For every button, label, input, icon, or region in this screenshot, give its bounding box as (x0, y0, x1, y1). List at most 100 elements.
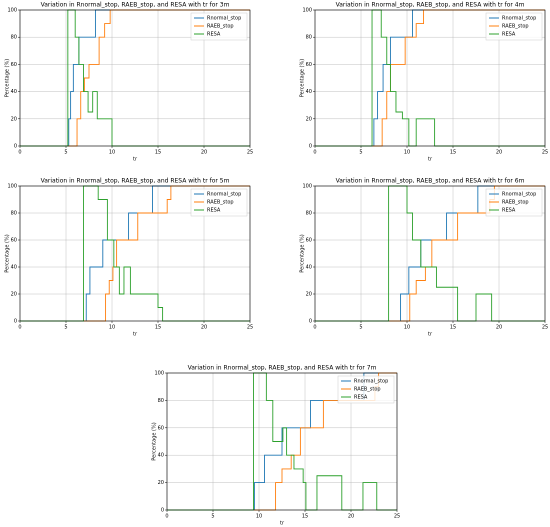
y-tick-label: 60 (11, 62, 17, 68)
x-tick-label: 5 (359, 150, 362, 156)
x-axis-label: tr (428, 332, 433, 338)
y-tick-label: 60 (306, 62, 312, 68)
y-tick-label: 60 (306, 238, 312, 244)
y-tick-label: 20 (306, 116, 312, 122)
x-tick-label: 10 (256, 514, 262, 520)
x-tick-label: 25 (394, 514, 400, 520)
legend-label: RESA (502, 208, 516, 214)
x-tick-label: 10 (404, 150, 410, 156)
y-tick-label: 40 (306, 89, 312, 95)
x-tick-label: 25 (247, 150, 253, 156)
subplot: Variation in Rnormal_stop, RAEB_stop, an… (5, 178, 254, 338)
y-tick-label: 60 (11, 238, 17, 244)
subplot: Variation in Rnormal_stop, RAEB_stop, an… (300, 2, 549, 163)
y-tick-label: 20 (306, 292, 312, 298)
x-tick-label: 0 (313, 325, 316, 331)
y-tick-label: 100 (7, 8, 17, 14)
y-tick-label: 80 (306, 35, 312, 41)
legend-label: RAEB_stop (502, 200, 529, 206)
x-tick-label: 5 (211, 514, 214, 520)
x-tick-label: 25 (542, 325, 548, 331)
y-tick-label: 80 (158, 398, 164, 404)
y-tick-label: 100 (7, 184, 17, 190)
legend-label: RAEB_stop (354, 387, 381, 393)
x-tick-label: 10 (109, 150, 115, 156)
y-tick-label: 40 (11, 265, 17, 271)
legend-label: RAEB_stop (207, 24, 234, 30)
subplot: Variation in Rnormal_stop, RAEB_stop, an… (300, 178, 549, 338)
x-tick-label: 0 (18, 325, 21, 331)
series-line (20, 185, 250, 322)
y-tick-label: 20 (11, 116, 17, 122)
y-tick-label: 80 (11, 211, 17, 217)
legend-label: RESA (207, 32, 221, 38)
plot-frame (314, 185, 546, 322)
y-tick-label: 40 (306, 265, 312, 271)
legend-label: RESA (354, 395, 368, 401)
x-tick-label: 15 (155, 150, 161, 156)
series-line (20, 9, 250, 147)
y-axis-label: Percentage (%) (300, 234, 306, 272)
series-line (315, 9, 545, 147)
legend-label: Rnormal_stop (207, 192, 241, 198)
legend-label: RESA (502, 32, 516, 38)
x-tick-label: 0 (18, 150, 21, 156)
chart-title: Variation in Rnormal_stop, RAEB_stop, an… (188, 365, 377, 372)
y-tick-label: 80 (306, 211, 312, 217)
chart-title: Variation in Rnormal_stop, RAEB_stop, an… (41, 2, 230, 9)
legend-label: RESA (207, 208, 221, 214)
plot-frame (19, 185, 251, 322)
x-axis-label: tr (428, 157, 433, 163)
y-tick-label: 40 (11, 89, 17, 95)
x-tick-label: 15 (155, 325, 161, 331)
legend-label: RAEB_stop (207, 200, 234, 206)
x-tick-label: 0 (313, 150, 316, 156)
x-tick-label: 20 (496, 150, 502, 156)
series-line (20, 185, 250, 322)
x-tick-label: 20 (348, 514, 354, 520)
x-tick-label: 15 (450, 325, 456, 331)
x-tick-label: 25 (542, 150, 548, 156)
legend-label: Rnormal_stop (502, 16, 536, 22)
plot-frame (19, 9, 251, 147)
y-tick-label: 80 (11, 35, 17, 41)
x-axis-label: tr (280, 521, 285, 527)
x-axis-label: tr (133, 332, 138, 338)
chart-title: Variation in Rnormal_stop, RAEB_stop, an… (336, 2, 525, 9)
y-tick-label: 20 (11, 292, 17, 298)
y-axis-label: Percentage (%) (5, 59, 11, 97)
series-line (315, 9, 545, 147)
legend-label: Rnormal_stop (207, 16, 241, 22)
x-tick-label: 10 (109, 325, 115, 331)
legend-label: Rnormal_stop (502, 192, 536, 198)
series-line (315, 9, 545, 147)
x-tick-label: 10 (404, 325, 410, 331)
subplot: Variation in Rnormal_stop, RAEB_stop, an… (152, 365, 401, 527)
x-tick-label: 20 (496, 325, 502, 331)
y-tick-label: 0 (161, 508, 164, 514)
chart-title: Variation in Rnormal_stop, RAEB_stop, an… (41, 178, 230, 185)
x-tick-label: 15 (302, 514, 308, 520)
y-tick-label: 60 (158, 425, 164, 431)
y-tick-label: 100 (154, 371, 164, 377)
series-line (20, 185, 250, 322)
y-tick-label: 0 (309, 144, 312, 150)
y-tick-label: 0 (14, 319, 17, 325)
plot-frame (314, 9, 546, 147)
x-tick-label: 20 (201, 325, 207, 331)
y-tick-label: 40 (158, 453, 164, 459)
y-axis-label: Percentage (%) (152, 422, 158, 460)
y-tick-label: 100 (302, 184, 312, 190)
legend-label: Rnormal_stop (354, 379, 388, 385)
y-axis-label: Percentage (%) (5, 234, 11, 272)
x-tick-label: 5 (64, 150, 67, 156)
y-tick-label: 0 (14, 144, 17, 150)
x-tick-label: 5 (359, 325, 362, 331)
x-axis-label: tr (133, 157, 138, 163)
chart-title: Variation in Rnormal_stop, RAEB_stop, an… (336, 178, 525, 185)
legend-label: RAEB_stop (502, 24, 529, 30)
x-tick-label: 0 (165, 514, 168, 520)
y-tick-label: 0 (309, 319, 312, 325)
y-tick-label: 20 (158, 480, 164, 486)
